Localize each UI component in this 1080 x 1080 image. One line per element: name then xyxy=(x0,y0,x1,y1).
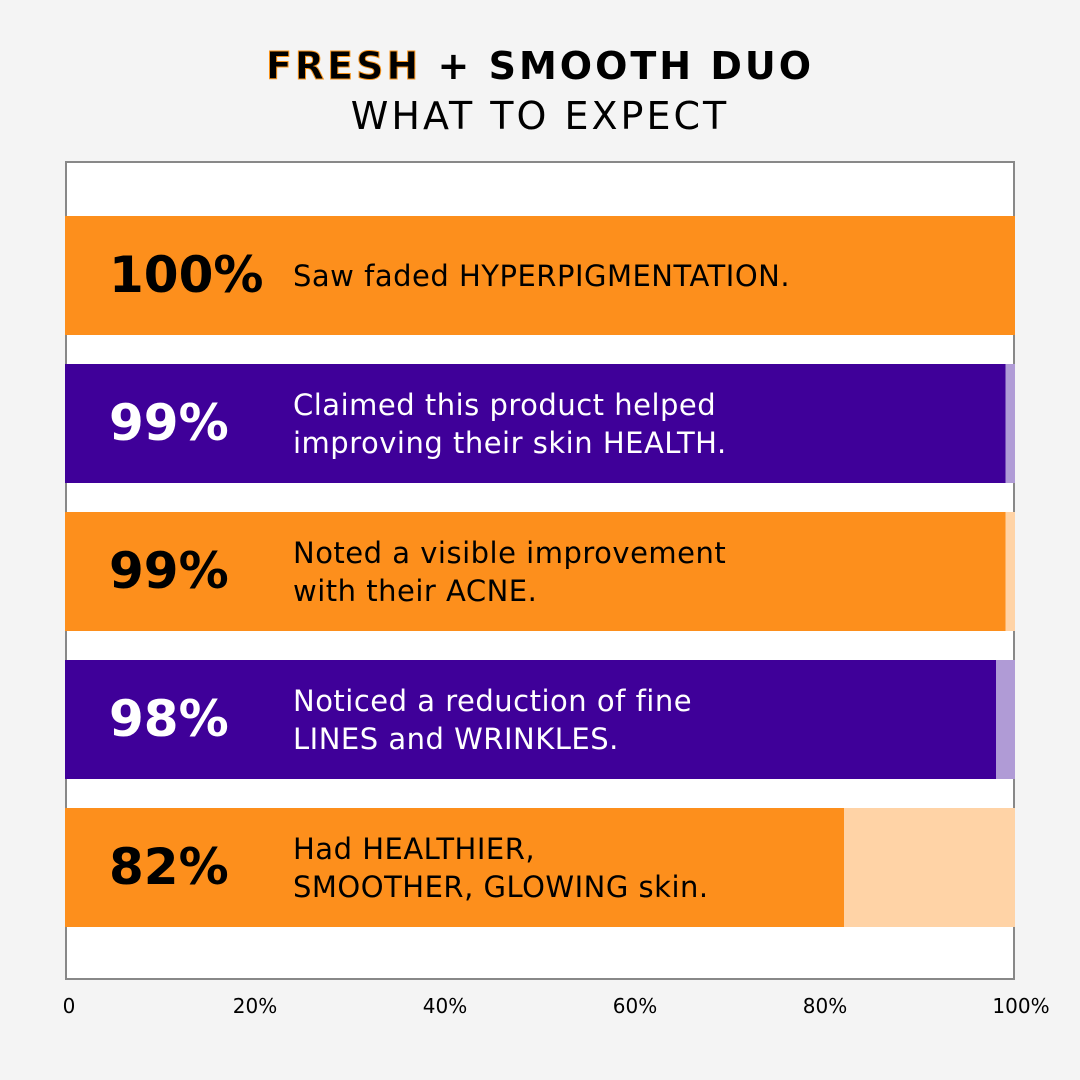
bar-value-label: 99% xyxy=(109,542,229,600)
bar-label-row: 99% Noted a visible improvement with thei… xyxy=(65,512,1015,631)
bar xyxy=(65,808,844,927)
bar-description: Noticed a reduction of fine LINES and WR… xyxy=(293,683,693,756)
bar-description: Had HEALTHIER, SMOOTHER, GLOWING skin. xyxy=(293,831,709,904)
x-tick-label: 100% xyxy=(992,994,1050,1018)
bar xyxy=(65,512,1006,631)
x-tick-label: 40% xyxy=(422,994,468,1018)
x-tick-label: 80% xyxy=(802,994,848,1018)
bar-value-label: 100% xyxy=(109,246,264,304)
bar xyxy=(65,660,996,779)
bar xyxy=(65,216,1015,335)
bar-value-label: 99% xyxy=(109,394,229,452)
x-tick-label: 0 xyxy=(62,994,76,1018)
bar-value-label: 82% xyxy=(109,838,229,896)
title-rest: + SMOOTH DUO xyxy=(421,44,815,88)
bar-label-row: 100% Saw faded HYPERPIGMENTATION. xyxy=(65,216,1015,335)
chart-subtitle: WHAT TO EXPECT xyxy=(350,94,730,138)
x-tick-label: 60% xyxy=(612,994,658,1018)
chart-title: FRESH + SMOOTH DUO xyxy=(0,44,1080,89)
bar-value-label: 98% xyxy=(109,690,229,748)
bar-label-row: 99% Claimed this product helped improving… xyxy=(65,364,1015,483)
bar-label-row: 98% Noticed a reduction of fine LINES and… xyxy=(65,660,1015,779)
x-tick-label: 20% xyxy=(232,994,278,1018)
bar-description: Saw faded HYPERPIGMENTATION. xyxy=(293,258,791,293)
bar-description: Noted a visible improvement with their A… xyxy=(293,535,727,608)
bar-description: Claimed this product helped improving th… xyxy=(293,387,727,460)
bar xyxy=(65,364,1006,483)
title-highlight: FRESH xyxy=(265,44,422,89)
bar-label-row: 82% Had HEALTHIER, SMOOTHER, GLOWING skin… xyxy=(65,808,1015,927)
